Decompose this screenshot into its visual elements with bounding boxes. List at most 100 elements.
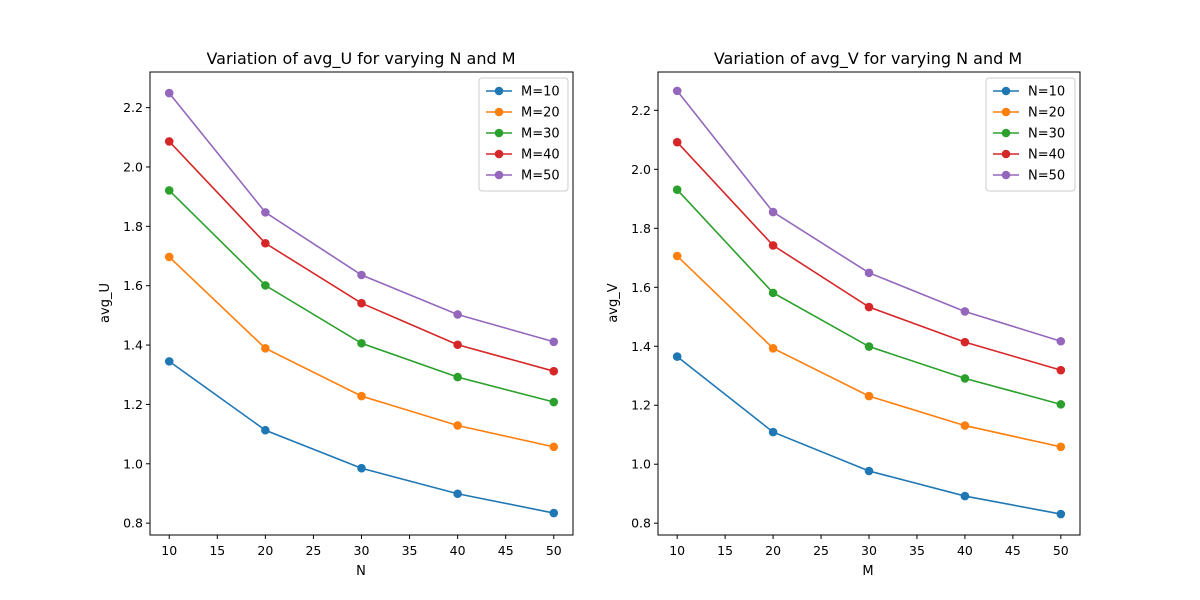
data-point [672,251,682,261]
y-tick-label: 1.0 [123,456,143,471]
data-point [453,489,462,499]
x-tick-label: 45 [498,543,514,558]
y-tick-label: 2.2 [123,100,143,115]
y-tick-label: 1.6 [631,280,651,295]
data-point [960,421,970,430]
data-point [1056,336,1066,346]
y-tick-label: 1.2 [123,397,143,412]
legend-marker [494,107,504,117]
y-axis-label: avg_U [98,283,113,323]
y-tick-label: 2.2 [631,103,651,118]
x-tick-label: 40 [957,543,973,558]
data-point [768,344,778,353]
legend: M=10 M=20 M=30 M=40 M=50 [478,77,569,192]
y-tick-label: 0.8 [631,516,651,531]
x-tick-label: 35 [402,543,418,558]
legend-label: M=30 [521,127,560,142]
data-point [453,421,462,430]
x-tick-label: 10 [161,543,177,558]
x-axis-label: M [862,564,873,579]
y-tick-label: 1.2 [631,398,651,413]
data-point [672,185,682,194]
data-point [261,344,270,353]
y-tick-label: 0.8 [123,516,143,531]
x-tick-label: 30 [354,543,370,558]
legend-marker [1001,170,1011,180]
data-point [672,137,682,147]
data-point [164,137,174,146]
data-point [164,88,174,98]
data-point [960,491,970,501]
data-point [261,238,270,248]
legend-label: N=10 [1028,85,1065,100]
data-point [768,207,778,217]
x-tick-label: 45 [1005,543,1021,558]
x-tick-label: 50 [546,543,562,558]
data-point [864,268,874,278]
y-tick-label: 1.0 [631,457,651,472]
data-point [864,391,874,401]
data-point [164,252,174,262]
x-axis-label: N [356,564,366,579]
y-tick-label: 1.4 [631,339,651,354]
y-tick-label: 2.0 [631,162,651,177]
x-tick-label: 25 [305,543,321,558]
y-tick-label: 1.6 [123,278,143,293]
y-tick-label: 2.0 [123,159,143,174]
data-point [864,302,874,312]
legend-label: M=50 [521,169,560,184]
data-point [357,270,366,280]
x-tick-label: 25 [813,543,829,558]
chart-title: Variation of avg_U for varying N and M [206,49,515,69]
data-point [768,288,778,298]
data-point [164,357,174,366]
data-point [357,463,366,473]
data-point [1056,400,1066,409]
x-tick-label: 30 [861,543,877,558]
legend-marker [1001,149,1011,159]
y-tick-label: 1.4 [123,338,143,353]
y-tick-label: 1.8 [631,221,651,236]
data-point [549,508,559,518]
data-point [960,307,970,316]
data-point [261,208,270,217]
data-point [768,427,778,437]
legend-label: M=40 [521,148,560,163]
x-tick-label: 15 [717,543,733,558]
data-point [549,366,559,376]
legend-marker [1001,128,1011,138]
y-axis-label: avg_V [606,283,621,322]
data-point [549,397,559,407]
plot-frame [657,71,1081,536]
legend-marker [494,149,504,159]
data-point [768,241,778,250]
legend-label: N=20 [1028,106,1065,121]
x-tick-label: 20 [257,543,273,558]
legend-marker [494,128,504,138]
legend-label: N=50 [1028,169,1065,184]
plot-frame [149,71,574,536]
legend: N=10 N=20 N=30 N=40 N=50 [985,77,1076,192]
legend-label: N=40 [1028,148,1065,163]
data-point [549,442,559,452]
x-tick-label: 40 [450,543,466,558]
data-point [261,425,270,435]
data-point [357,338,366,348]
legend-marker [1001,86,1011,96]
data-point [864,342,874,351]
data-point [357,298,366,308]
legend-marker [1001,107,1011,117]
data-point [453,310,462,319]
legend-box [478,77,569,192]
data-point [864,466,874,476]
data-point [549,337,559,347]
y-tick-label: 1.8 [123,219,143,234]
data-point [960,337,970,347]
legend-label: M=10 [521,85,560,100]
legend-marker [494,170,504,180]
data-point [672,86,682,96]
data-point [1056,509,1066,519]
data-point [261,281,270,290]
chart-title: Variation of avg_V for varying N and M [714,49,1022,69]
x-tick-label: 35 [909,543,925,558]
